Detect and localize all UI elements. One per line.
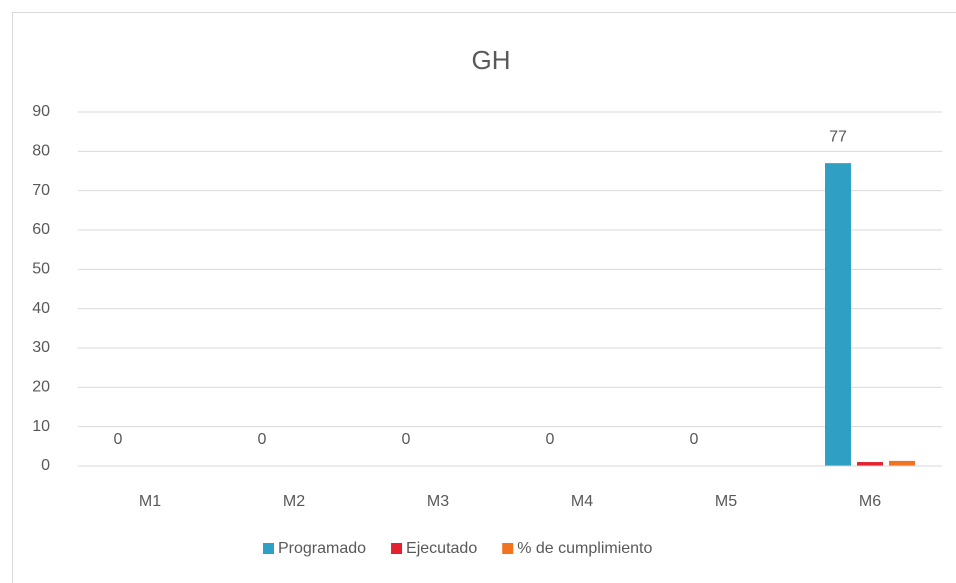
- x-tick-label: M4: [571, 493, 593, 510]
- x-tick-label: M3: [427, 493, 449, 510]
- data-label: 0: [258, 431, 267, 448]
- chart-frame: [12, 12, 956, 583]
- y-tick-label: 70: [32, 182, 50, 199]
- data-label: 0: [402, 431, 411, 448]
- y-tick-label: 50: [32, 261, 50, 278]
- legend-label: % de cumplimiento: [517, 540, 652, 557]
- y-tick-label: 10: [32, 418, 50, 435]
- chart-title: GH: [472, 45, 511, 75]
- x-tick-label: M2: [283, 493, 305, 510]
- bar: [889, 460, 915, 466]
- legend-swatch: [391, 543, 403, 554]
- data-label: 0: [690, 431, 699, 448]
- data-label: 0: [114, 431, 123, 448]
- x-tick-label: M1: [139, 493, 161, 510]
- x-tick-label: M5: [715, 493, 737, 510]
- y-tick-label: 40: [32, 300, 50, 317]
- data-label: 0: [546, 431, 555, 448]
- bar: [825, 163, 851, 466]
- y-tick-label: 80: [32, 143, 50, 160]
- y-tick-label: 20: [32, 379, 50, 396]
- legend-swatch: [502, 543, 514, 554]
- x-tick-label: M6: [859, 493, 881, 510]
- y-tick-label: 90: [32, 103, 50, 120]
- data-label: 77: [829, 128, 847, 145]
- legend-swatch: [263, 543, 274, 554]
- y-tick-label: 60: [32, 221, 50, 238]
- legend-label: Ejecutado: [406, 540, 477, 557]
- bar: [857, 462, 883, 466]
- legend-label: Programado: [278, 540, 366, 557]
- y-tick-label: 30: [32, 339, 50, 356]
- y-tick-label: 0: [41, 457, 50, 474]
